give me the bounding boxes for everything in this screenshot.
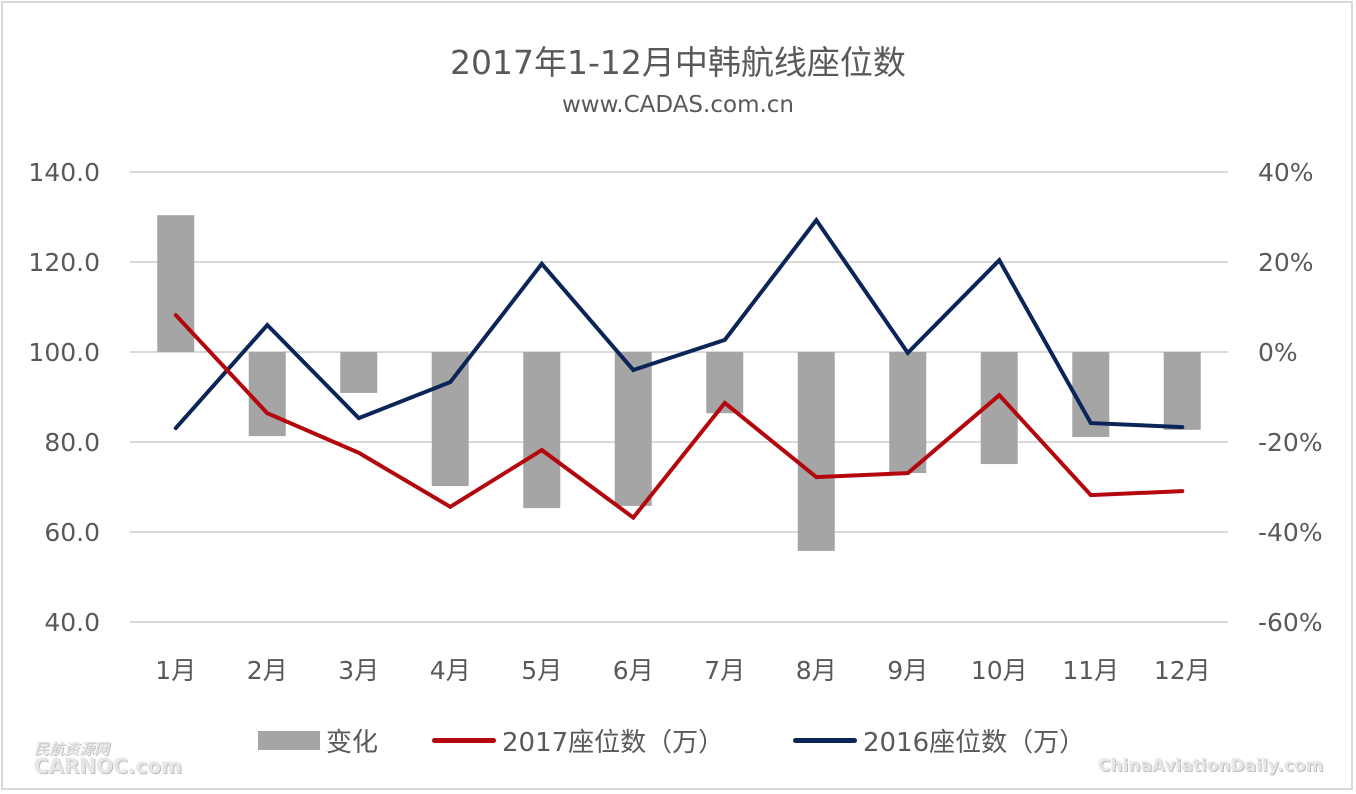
left-axis-tick: 120.0 <box>28 248 100 277</box>
bar-change[interactable] <box>523 352 561 509</box>
left-axis-ticks: 140.0 120.0 100.0 80.0 60.0 40.0 <box>28 158 100 637</box>
x-axis-category: 2月 <box>247 656 288 685</box>
line-2017[interactable] <box>173 313 1185 521</box>
x-axis-category: 10月 <box>971 656 1028 685</box>
x-axis-category: 12月 <box>1154 656 1211 685</box>
x-axis-category: 5月 <box>521 656 562 685</box>
x-axis-category: 6月 <box>613 656 654 685</box>
bar-series-change <box>157 215 1201 551</box>
line-2016[interactable] <box>173 216 1185 431</box>
legend-label: 变化 <box>326 728 379 758</box>
right-axis-ticks: 40% 20% 0% -20% -40% -60% <box>1258 158 1323 637</box>
x-axis-category: 1月 <box>155 656 196 685</box>
left-axis-tick: 80.0 <box>44 428 100 457</box>
bar-change[interactable] <box>889 352 927 474</box>
legend-label: 2017座位数（万） <box>502 728 725 758</box>
right-axis-tick: 20% <box>1258 248 1314 277</box>
left-axis-tick: 40.0 <box>44 608 100 637</box>
left-axis-tick: 140.0 <box>28 158 100 187</box>
left-axis-tick: 60.0 <box>44 518 100 547</box>
x-axis-category: 9月 <box>887 656 928 685</box>
x-axis-category: 11月 <box>1062 656 1119 685</box>
bar-change[interactable] <box>1163 352 1201 430</box>
bar-change[interactable] <box>431 352 469 487</box>
line-swatch-icon <box>432 738 496 743</box>
x-axis-category: 4月 <box>430 656 471 685</box>
bar-change[interactable] <box>248 352 286 437</box>
watermark-chinaaviationdaily: ChinaAviationDaily.com <box>1098 756 1324 776</box>
x-axis-category: 8月 <box>796 656 837 685</box>
chart-subtitle: www.CADAS.com.cn <box>561 92 795 118</box>
left-axis-tick: 100.0 <box>28 338 100 367</box>
line-swatch-icon <box>793 738 857 743</box>
watermark-carnoc: CARNOC.com <box>34 754 183 778</box>
x-axis-categories: 1月 2月 3月 4月 5月 6月 7月 8月 9月 10月 11月 12月 <box>155 656 1210 685</box>
right-axis-tick: -60% <box>1258 608 1323 637</box>
right-axis-tick: -20% <box>1258 428 1323 457</box>
x-axis-category: 3月 <box>338 656 379 685</box>
bar-change[interactable] <box>340 352 378 393</box>
bar-change[interactable] <box>614 352 652 506</box>
line-series <box>173 216 1185 521</box>
gridlines <box>130 171 1228 623</box>
legend-item-change[interactable]: 变化 <box>258 722 378 759</box>
right-axis-tick: -40% <box>1258 518 1323 547</box>
right-axis-tick: 40% <box>1258 158 1314 187</box>
right-axis-tick: 0% <box>1258 338 1298 367</box>
legend-label: 2016座位数（万） <box>863 728 1086 758</box>
bar-swatch-icon <box>258 731 320 750</box>
bar-change[interactable] <box>797 352 835 551</box>
x-axis-category: 7月 <box>704 656 745 685</box>
chart-title: 2017年1-12月中韩航线座位数 <box>450 43 906 82</box>
legend-item-2016[interactable]: 2016座位数（万） <box>793 722 1085 759</box>
legend-item-2017[interactable]: 2017座位数（万） <box>432 722 724 759</box>
legend: 变化 2017座位数（万） 2016座位数（万） <box>0 722 1356 762</box>
watermark-carnoc-cn: 民航资源网 <box>34 740 110 758</box>
